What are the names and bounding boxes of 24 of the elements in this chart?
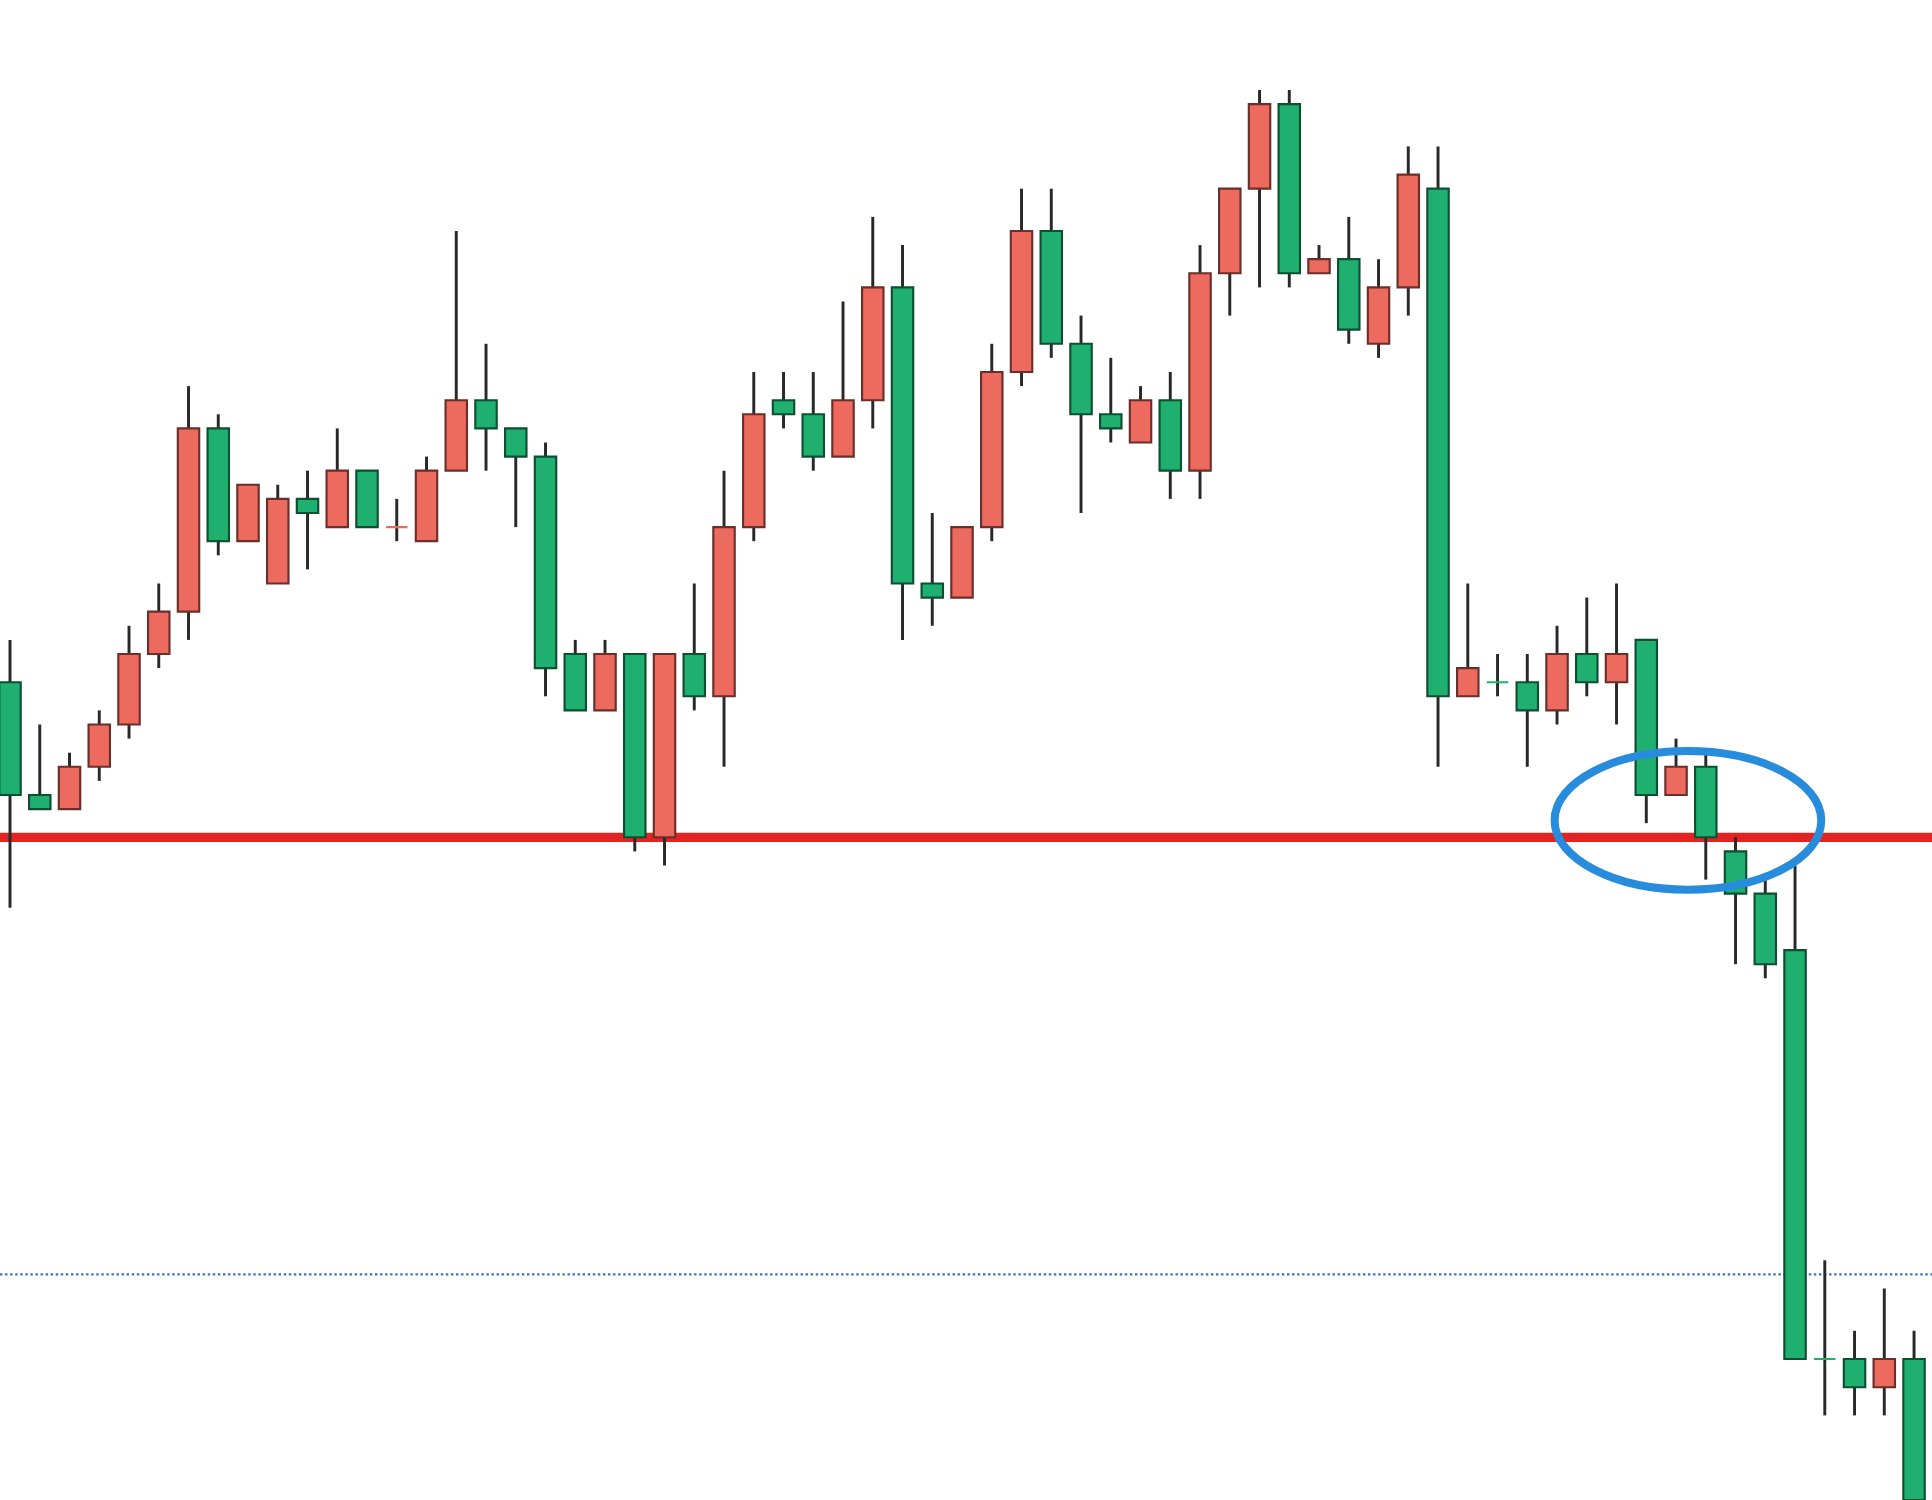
candlestick xyxy=(682,582,707,712)
candlestick xyxy=(295,469,320,571)
candlestick xyxy=(1813,1258,1837,1417)
candlestick xyxy=(87,708,112,783)
candlestick xyxy=(920,511,945,628)
candlestick xyxy=(57,751,82,811)
candlestick xyxy=(1485,652,1510,698)
candlestick xyxy=(801,370,826,473)
candlestick xyxy=(1842,1329,1867,1417)
candlestick xyxy=(146,582,171,670)
candlestick xyxy=(503,426,528,529)
candlestick xyxy=(1128,384,1153,444)
candlestick xyxy=(1098,356,1123,444)
candlestick xyxy=(384,497,409,543)
candlestick xyxy=(1604,582,1629,726)
candlestick xyxy=(27,723,52,811)
candlestick xyxy=(1515,652,1540,769)
candlestick xyxy=(1872,1287,1897,1417)
candlestick xyxy=(1575,596,1599,698)
candlestick xyxy=(474,342,498,473)
candlestick xyxy=(771,370,796,430)
candlestick xyxy=(1664,737,1688,797)
candlestick xyxy=(1307,243,1331,275)
candlestick xyxy=(1456,582,1480,698)
